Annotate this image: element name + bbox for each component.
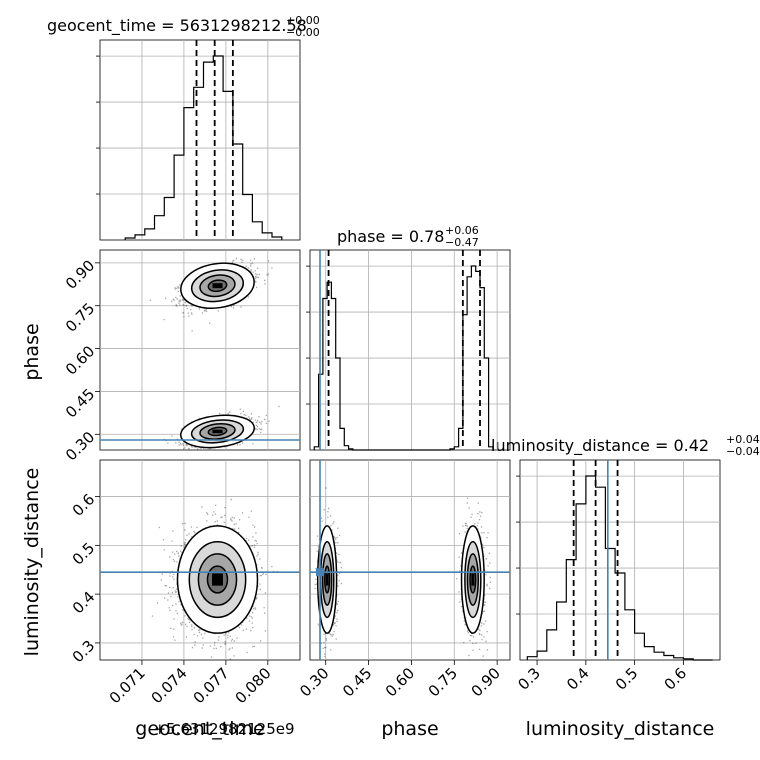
xlabel-luminosity-distance: luminosity_distance: [526, 718, 715, 740]
xtick-label-luminosity_distance: 0.6: [661, 664, 691, 694]
ytick-label-phase: 0.30: [62, 428, 98, 464]
ytick-label-luminosity_distance: 0.5: [69, 539, 99, 569]
density-peak: [471, 573, 475, 586]
density-peak: [325, 573, 329, 586]
title-geocent-time: geocent_time = 5631298212.58 +0.00 −0.00: [47, 14, 320, 39]
ylabel-phase: phase: [21, 323, 43, 380]
density-contours: [176, 262, 485, 634]
ytick-label-luminosity_distance: 0.4: [69, 588, 99, 618]
title-luminosity-distance-sup: +0.04: [726, 433, 760, 446]
xtick-label-geocent_time: 0.071: [106, 664, 149, 707]
xtick-label-phase: 0.90: [468, 664, 504, 700]
contours-phase-vs-luminosity_distance: [316, 525, 485, 634]
ytick-label-phase: 0.90: [62, 257, 98, 293]
ytick-label-phase: 0.60: [62, 342, 98, 378]
density-peak: [212, 429, 223, 434]
contours-geocent_time-vs-luminosity_distance: [176, 525, 259, 634]
contours-geocent_time-vs-phase: [180, 262, 255, 449]
xtick-label-phase: 0.60: [382, 664, 418, 700]
title-phase: phase = 0.78 +0.06 −0.47: [337, 224, 479, 249]
xtick-label-geocent_time: 0.077: [190, 664, 233, 707]
histogram-geocent_time: [124, 55, 283, 240]
ytick-label-phase: 0.75: [62, 299, 98, 335]
title-geocent-time-main: geocent_time = 5631298212.58: [47, 16, 307, 36]
truth-marker: [316, 568, 324, 577]
histogram-luminosity_distance: [526, 475, 713, 661]
xlabel-phase: phase: [381, 718, 438, 740]
grid-lines: [100, 40, 720, 660]
xtick-label-geocent_time: 0.074: [148, 664, 191, 707]
xlabel-geocent-time: geocent_time: [135, 718, 264, 740]
panel-frame-geocent_time-vs-phase: [99, 249, 301, 451]
ylabel-luminosity-distance: luminosity_distance: [21, 468, 43, 657]
title-luminosity-distance-main: luminosity_distance = 0.42: [491, 436, 709, 456]
xtick-label-geocent_time: 0.080: [232, 664, 275, 707]
title-phase-sub: −0.47: [445, 236, 479, 249]
ytick-label-luminosity_distance: 0.6: [69, 490, 99, 520]
title-phase-main: phase = 0.78: [337, 227, 444, 246]
panel-frame-phase-vs-luminosity_distance: [309, 459, 511, 661]
density-peak: [212, 283, 223, 289]
xtick-label-phase: 0.30: [296, 664, 332, 700]
title-phase-sup: +0.06: [445, 224, 479, 237]
density-peak: [212, 573, 223, 586]
xtick-label-phase: 0.75: [425, 664, 461, 700]
panel-frame-geocent_time-hist: [99, 39, 301, 241]
ytick-label-luminosity_distance: 0.3: [69, 637, 99, 667]
xtick-label-luminosity_distance: 0.3: [514, 664, 544, 694]
title-geocent-time-sup: +0.00: [286, 14, 320, 27]
xtick-label-luminosity_distance: 0.5: [612, 664, 642, 694]
title-luminosity-distance: luminosity_distance = 0.42 +0.04 −0.04: [491, 433, 760, 458]
panel-frame-geocent_time-vs-luminosity_distance: [99, 459, 301, 661]
quantile-and-truth-lines: [100, 40, 619, 660]
title-luminosity-distance-sub: −0.04: [726, 445, 760, 458]
ytick-label-phase: 0.45: [62, 385, 98, 421]
panel-frame-luminosity_distance-hist: [519, 459, 721, 661]
xtick-label-phase: 0.45: [339, 664, 375, 700]
xtick-label-luminosity_distance: 0.4: [563, 664, 593, 694]
x-offset-label: +5.6312982125e9: [153, 720, 294, 738]
title-geocent-time-sub: −0.00: [286, 26, 320, 39]
